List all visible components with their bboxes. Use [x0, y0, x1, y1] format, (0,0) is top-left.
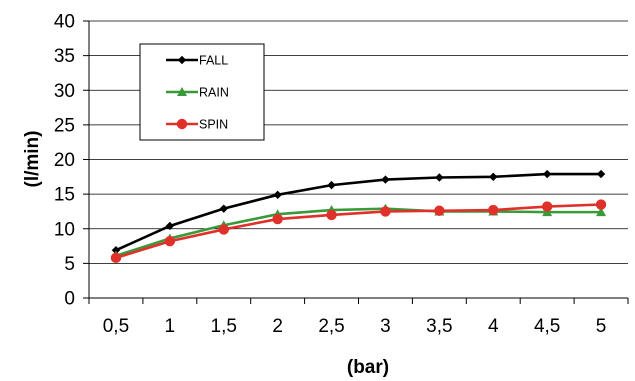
- x-tick-label: 4: [488, 316, 499, 337]
- legend-label-spin: SPIN: [199, 118, 228, 132]
- data-point-spin: [272, 213, 283, 225]
- series: [110, 169, 607, 264]
- data-point-spin: [218, 224, 229, 235]
- x-tick-label: 3,5: [426, 316, 452, 337]
- data-point-fall: [219, 204, 228, 213]
- data-point-spin: [110, 252, 122, 264]
- legend-marker-fall: [177, 55, 187, 65]
- y-tick-label: 40: [54, 12, 75, 33]
- y-tick-labels: 0 5 10 15 20 25 30 35 40: [54, 12, 75, 310]
- y-tick-label: 15: [54, 185, 75, 206]
- legend: FALL RAIN SPIN: [139, 43, 265, 141]
- x-tick-label: 5: [596, 316, 607, 337]
- data-point-fall: [273, 190, 282, 200]
- x-tick-label: 4,5: [534, 316, 560, 337]
- y-tick-label: 10: [54, 219, 75, 240]
- data-point-spin: [434, 205, 445, 216]
- x-tick-labels: 0,5 1 1,5 2 2,5 3 3,5 4 4,5 5: [103, 316, 607, 337]
- legend-label-rain: RAIN: [199, 86, 229, 100]
- y-tick-label: 35: [54, 46, 75, 67]
- data-point-fall: [435, 173, 444, 182]
- y-tick-label: 30: [54, 81, 75, 102]
- data-point-fall: [381, 175, 390, 184]
- legend-item-spin: SPIN: [166, 118, 228, 132]
- data-point-fall: [165, 221, 175, 231]
- data-point-fall: [542, 169, 552, 179]
- data-point-spin: [380, 206, 391, 217]
- x-tick-label: 2: [272, 316, 283, 337]
- legend-box: [139, 43, 265, 141]
- y-axis-title: (l/min): [22, 131, 43, 188]
- data-point-spin: [541, 201, 553, 212]
- x-tick-label: 3: [380, 316, 391, 337]
- legend-marker-spin: [176, 118, 188, 130]
- series-line-spin: [115, 203, 602, 260]
- x-tick-label: 2,5: [318, 316, 344, 337]
- y-tick-label: 25: [54, 115, 75, 136]
- y-tick-label: 0: [64, 289, 75, 310]
- data-point-fall: [111, 246, 121, 255]
- series-fall: [111, 169, 606, 255]
- y-tick-label: 20: [54, 150, 75, 171]
- series-line-rain: [115, 207, 602, 257]
- axes: [83, 20, 629, 304]
- x-tick-label: 1: [165, 316, 176, 337]
- legend-item-rain: RAIN: [166, 86, 229, 100]
- y-tick-label: 5: [64, 254, 75, 275]
- x-tick-label: 1,5: [211, 316, 237, 337]
- data-point-spin: [595, 199, 607, 210]
- series-line-fall: [115, 172, 602, 252]
- series-spin: [110, 199, 607, 264]
- data-point-fall: [489, 172, 498, 182]
- data-point-fall: [596, 169, 606, 179]
- data-point-rain: [596, 207, 607, 217]
- data-point-spin: [164, 236, 176, 247]
- legend-marker-rain: [177, 87, 187, 96]
- data-point-spin: [326, 209, 337, 221]
- x-tick-label: 0,5: [103, 316, 129, 337]
- legend-item-fall: FALL: [166, 54, 228, 68]
- legend-items: FALL RAIN SPIN: [166, 54, 229, 132]
- data-point-fall: [327, 180, 336, 190]
- x-axis-title: (bar): [347, 357, 389, 378]
- data-point-spin: [488, 204, 499, 216]
- legend-label-fall: FALL: [199, 54, 228, 68]
